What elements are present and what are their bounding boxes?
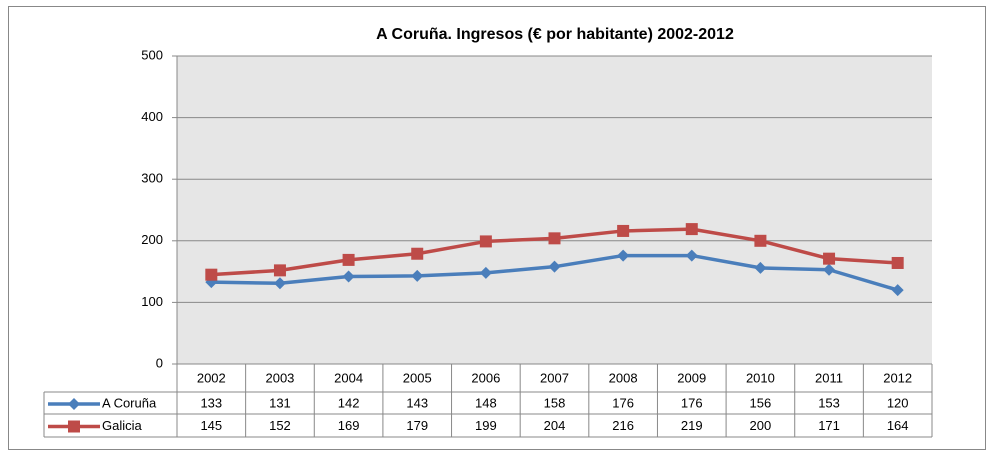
x-tick-label: 2003	[265, 370, 294, 385]
marker	[273, 264, 286, 277]
marker	[891, 256, 904, 269]
marker	[754, 261, 767, 274]
table-value: 179	[406, 418, 428, 433]
y-tick-label: 500	[141, 47, 163, 62]
marker	[754, 234, 767, 247]
marker	[479, 235, 492, 248]
marker	[479, 266, 492, 279]
y-tick-label: 0	[156, 355, 163, 370]
x-tick-label: 2008	[609, 370, 638, 385]
chart-title: A Coruña. Ingresos (€ por habitante) 200…	[376, 26, 734, 43]
marker	[411, 247, 424, 260]
table-value: 171	[818, 418, 840, 433]
table-value: 199	[475, 418, 497, 433]
plot-area	[177, 56, 932, 364]
table-value: 148	[475, 395, 497, 410]
legend-label: Galicia	[102, 418, 143, 433]
marker	[342, 270, 355, 283]
table-value: 142	[338, 395, 360, 410]
marker	[273, 277, 286, 290]
table-value: 143	[406, 395, 428, 410]
marker	[411, 269, 424, 282]
table-value: 176	[612, 395, 634, 410]
table-value: 156	[750, 395, 772, 410]
table-value: 204	[544, 418, 566, 433]
y-tick-label: 100	[141, 294, 163, 309]
table-value: 176	[681, 395, 703, 410]
table-value: 216	[612, 418, 634, 433]
marker	[685, 249, 698, 262]
table-value: 131	[269, 395, 291, 410]
x-tick-label: 2007	[540, 370, 569, 385]
table-value: 152	[269, 418, 291, 433]
marker	[548, 260, 561, 273]
marker	[68, 420, 80, 433]
table-value: 153	[818, 395, 840, 410]
x-tick-label: 2002	[197, 370, 226, 385]
x-tick-label: 2011	[815, 370, 843, 385]
marker	[685, 223, 698, 236]
marker	[617, 224, 630, 237]
legend-label: A Coruña	[102, 395, 157, 410]
marker	[891, 284, 904, 297]
marker	[205, 268, 218, 281]
x-tick-label: 2006	[471, 370, 500, 385]
x-tick-label: 2009	[677, 370, 706, 385]
marker	[823, 263, 836, 276]
y-tick-label: 200	[141, 232, 163, 247]
x-tick-label: 2004	[334, 370, 363, 385]
table-value: 164	[887, 418, 909, 433]
x-tick-label: 2012	[883, 370, 912, 385]
y-tick-label: 300	[141, 171, 163, 186]
marker	[617, 249, 630, 262]
x-tick-label: 2005	[403, 370, 432, 385]
table-value: 169	[338, 418, 360, 433]
x-tick-label: 2010	[746, 370, 775, 385]
table-value: 200	[750, 418, 772, 433]
marker	[342, 253, 355, 266]
marker	[548, 232, 561, 245]
marker	[68, 398, 80, 410]
table-value: 145	[200, 418, 222, 433]
table-value: 120	[887, 395, 909, 410]
table-value: 219	[681, 418, 703, 433]
y-tick-label: 400	[141, 109, 163, 124]
marker	[823, 252, 836, 265]
table-value: 133	[200, 395, 222, 410]
table-value: 158	[544, 395, 566, 410]
